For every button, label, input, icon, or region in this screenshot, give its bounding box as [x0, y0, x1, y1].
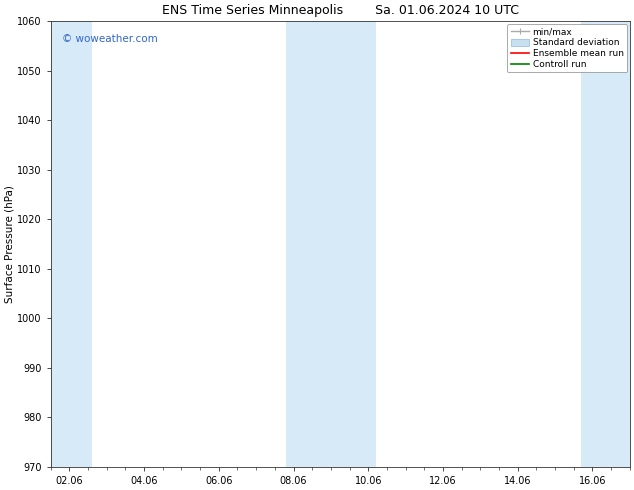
- Text: © woweather.com: © woweather.com: [62, 34, 158, 45]
- Bar: [51, 21, 92, 467]
- Legend: min/max, Standard deviation, Ensemble mean run, Controll run: min/max, Standard deviation, Ensemble me…: [507, 24, 627, 73]
- Title: ENS Time Series Minneapolis        Sa. 01.06.2024 10 UTC: ENS Time Series Minneapolis Sa. 01.06.20…: [162, 4, 519, 17]
- Bar: [581, 21, 630, 467]
- Bar: [286, 21, 376, 467]
- Y-axis label: Surface Pressure (hPa): Surface Pressure (hPa): [4, 185, 14, 303]
